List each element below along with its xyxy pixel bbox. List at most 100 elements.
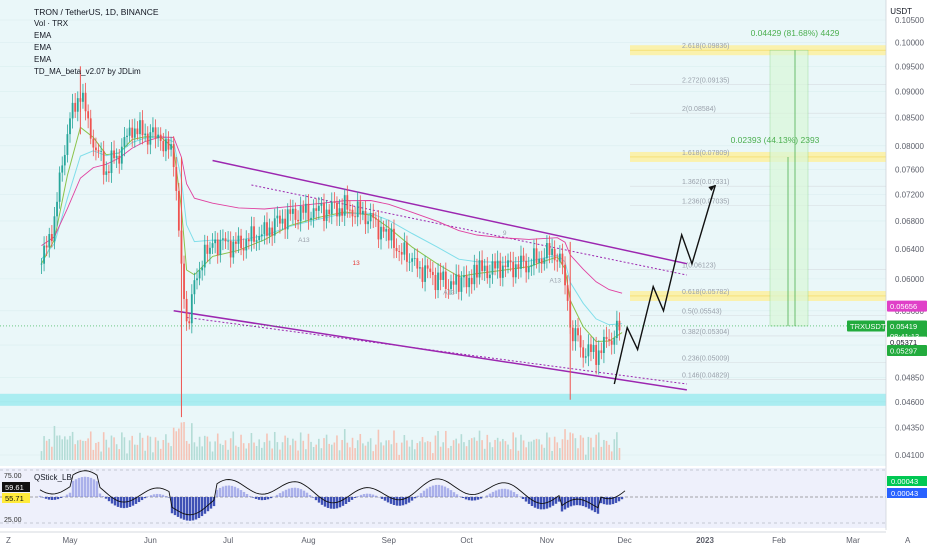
candle-body	[603, 336, 605, 354]
candle-body	[128, 127, 131, 136]
volume-bar	[292, 438, 294, 460]
candle-body	[421, 267, 424, 282]
candle-body	[201, 267, 204, 271]
candle-body	[144, 133, 147, 136]
x-tick-label: 2023	[696, 536, 714, 545]
channel-upper-line	[212, 159, 688, 265]
volume-bar	[577, 448, 579, 460]
volume-bar	[297, 450, 299, 460]
volume-bar	[468, 439, 470, 460]
volume-bar	[590, 437, 592, 460]
volume-bar	[419, 441, 421, 460]
price-pane-bg	[0, 0, 886, 466]
volume-bar	[535, 438, 538, 460]
volume-bar	[170, 446, 172, 460]
candle-body	[294, 208, 297, 220]
volume-bar	[494, 439, 496, 460]
volume-bar	[478, 430, 481, 460]
target-label-1: 0.02393 (44.13%) 2393	[731, 135, 820, 145]
indicator-ema-2[interactable]: EMA	[34, 43, 52, 52]
candle-body	[141, 120, 144, 136]
volume-bar	[201, 446, 203, 460]
volume-bar	[102, 432, 105, 460]
volume-bar	[395, 442, 398, 460]
candle-body	[237, 235, 240, 244]
volume-bar	[232, 431, 235, 460]
channel-lower-dotted	[186, 316, 687, 385]
y-tick-label: 0.04850	[895, 373, 924, 382]
volume-bar	[603, 439, 605, 460]
volume-bar	[328, 443, 330, 460]
volume-bar	[82, 440, 84, 460]
volume-bar	[312, 447, 315, 460]
qstick-title[interactable]: QStick_LB	[34, 473, 72, 482]
volume-bar	[496, 437, 499, 460]
volume-bar	[196, 446, 198, 460]
candle-body	[100, 150, 103, 152]
indicator-td-ma[interactable]: TD_MA_beta_v2.07 by JDLim	[34, 67, 141, 76]
qstick-tick: 25.00	[4, 517, 22, 524]
indicator-volume[interactable]: Vol · TRX	[34, 19, 69, 28]
fib-label: 0.618(0.05782)	[682, 289, 729, 296]
candle-body	[351, 209, 354, 217]
volume-bar	[320, 448, 323, 460]
fib-label: 1.362(0.07331)	[682, 179, 729, 186]
last-price-badge: 0.05419	[890, 322, 917, 331]
volume-bar	[465, 446, 468, 460]
ema-price-badge: 0.05656	[890, 302, 917, 311]
candle-body	[395, 247, 398, 252]
candle-body	[188, 321, 191, 324]
volume-bar	[514, 437, 517, 460]
candle-body	[400, 252, 403, 255]
candle-body	[374, 217, 377, 220]
candle-body	[496, 260, 499, 269]
qstick-right-badge	[887, 476, 927, 486]
candle-body	[260, 234, 263, 237]
candle-body	[97, 150, 100, 152]
candles[interactable]: 13 A13 A13 A13 9	[40, 66, 621, 418]
projection-arrowhead	[708, 184, 716, 191]
candle-body	[211, 243, 214, 248]
candle-body	[584, 356, 587, 358]
volume-bar	[69, 435, 71, 460]
volume-bar	[191, 423, 193, 460]
volume-bar	[271, 448, 273, 460]
volume-bar	[165, 434, 167, 460]
candle-body	[610, 340, 613, 345]
indicator-ema-1[interactable]: EMA	[34, 31, 52, 40]
candle-body	[527, 266, 530, 273]
candle-body	[442, 271, 445, 280]
candle-body	[214, 239, 217, 244]
volume-bar	[377, 429, 380, 460]
volume-bar	[502, 438, 504, 460]
indicator-ema-3[interactable]: EMA	[34, 55, 52, 64]
candle-body	[152, 127, 154, 133]
volume-bar	[551, 450, 553, 460]
time-axis[interactable]: May Jun Jul Aug Sep Oct Nov Dec 2023 Feb Mar Z A	[0, 531, 911, 545]
qstick-right-value: 0.00043	[891, 489, 918, 498]
volume-bar	[351, 437, 354, 460]
volume-bar	[123, 437, 126, 460]
qstick-value-badge	[2, 482, 30, 492]
volume-bar	[333, 442, 336, 460]
candle-body	[107, 171, 110, 174]
volume-bar	[289, 445, 292, 460]
volume-bar	[538, 439, 540, 460]
volume-bar	[157, 440, 159, 460]
candle-body	[325, 209, 328, 221]
volume-bar	[579, 435, 582, 460]
candle-body	[486, 265, 489, 279]
price-axis[interactable]: 0.10500 0.10000 0.09500 0.09000 0.08500 0.080…	[885, 0, 924, 530]
volume-bar	[167, 442, 170, 460]
candle-body	[574, 328, 577, 342]
volume-bar	[476, 440, 478, 460]
qstick-line	[39, 470, 626, 516]
annotation-label: A13	[443, 290, 455, 297]
candle-body	[499, 260, 502, 278]
volume-bar	[424, 442, 426, 460]
volume-bar	[406, 440, 408, 460]
candle-body	[600, 350, 603, 354]
candle-body	[250, 226, 253, 242]
timezone-icon: Z	[6, 536, 11, 545]
